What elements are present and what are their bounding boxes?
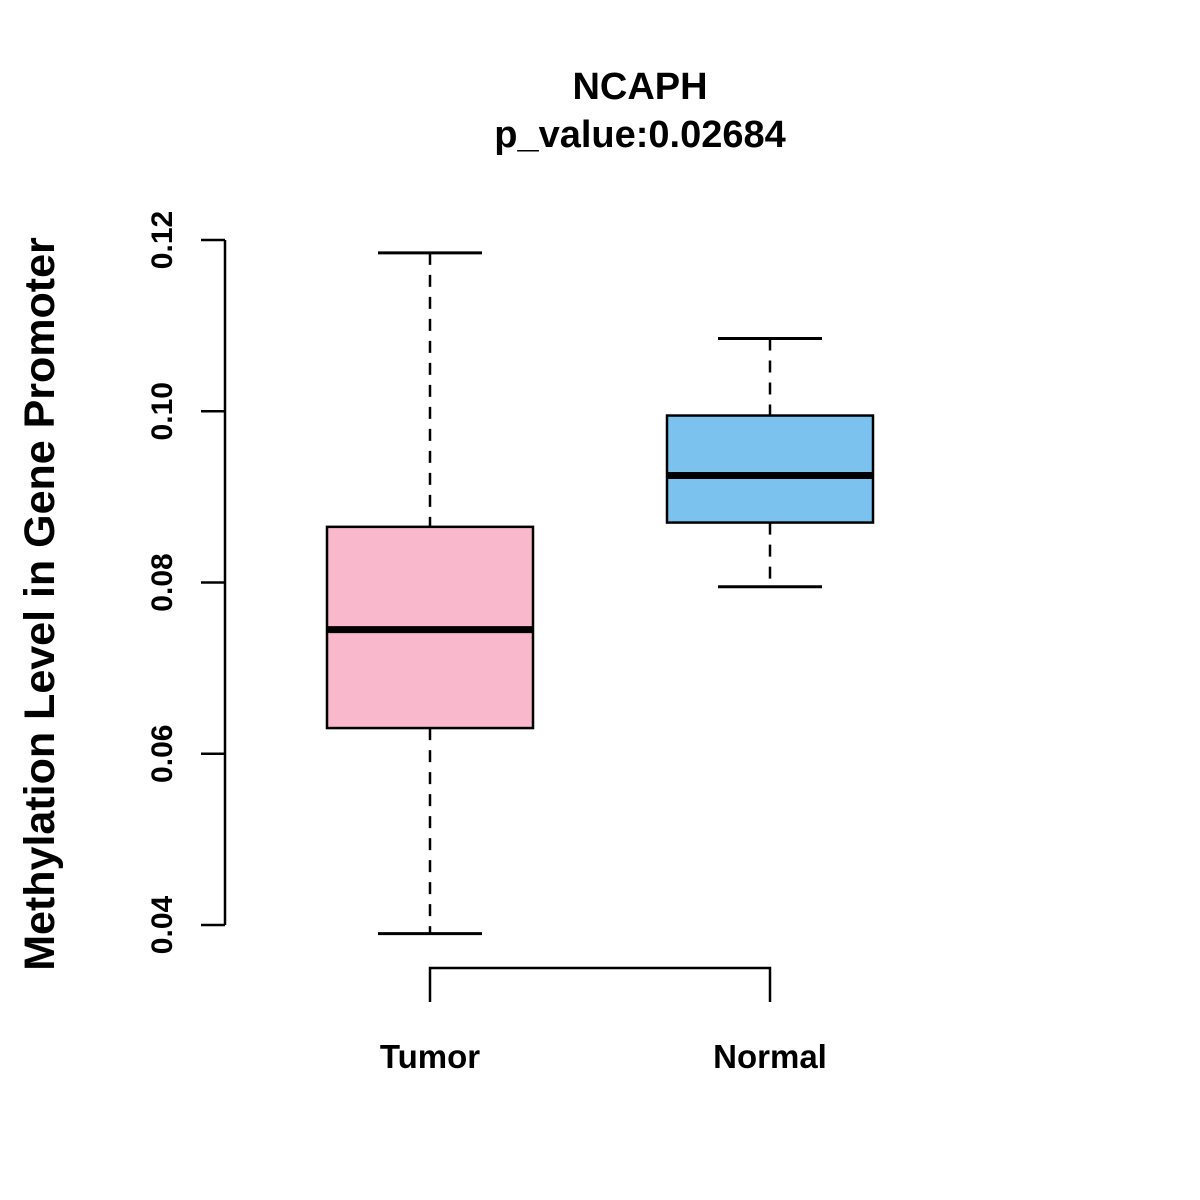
normal-box [665, 414, 875, 524]
y-tick-label: 0.10 [146, 382, 179, 440]
comparison-bracket [428, 966, 772, 1002]
chart-title: NCAPH [572, 66, 708, 108]
y-tick-label: 0.04 [146, 895, 179, 954]
category-label-tumor: Tumor [380, 1038, 480, 1075]
y-tick-label: 0.08 [146, 553, 179, 611]
category-label-normal: Normal [713, 1038, 827, 1075]
y-tick-label: 0.12 [146, 211, 179, 269]
y-tick-label: 0.06 [146, 725, 179, 783]
chart-subtitle: p_value:0.02684 [494, 114, 786, 156]
